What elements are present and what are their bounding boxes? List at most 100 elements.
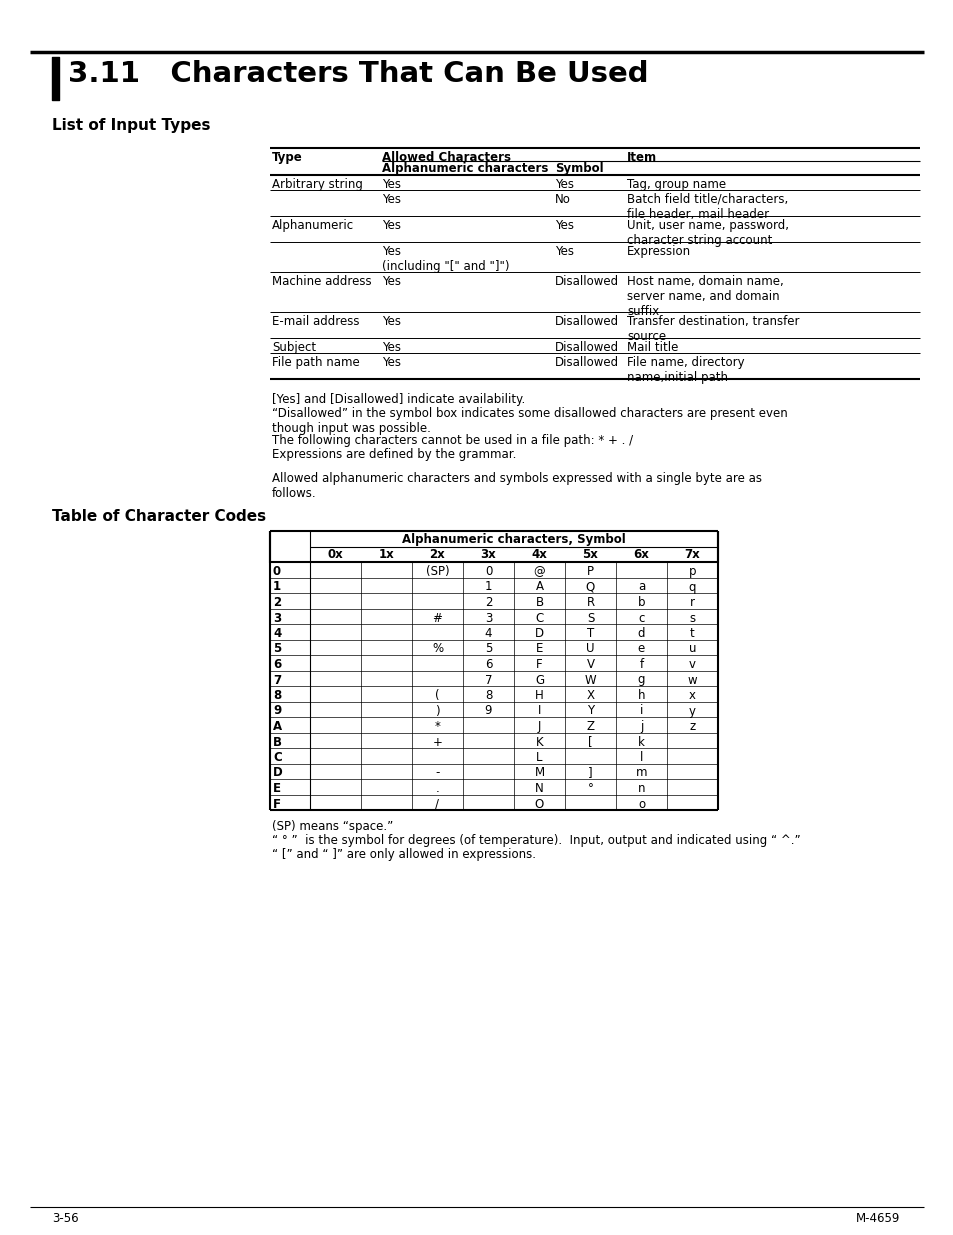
Text: Disallowed: Disallowed xyxy=(555,315,618,329)
Text: 9: 9 xyxy=(484,704,492,718)
Text: Alphanumeric characters, Symbol: Alphanumeric characters, Symbol xyxy=(402,534,625,546)
Text: l: l xyxy=(639,751,642,764)
Text: O: O xyxy=(535,798,543,810)
Text: L: L xyxy=(536,751,542,764)
Text: 7x: 7x xyxy=(684,548,700,562)
Text: f: f xyxy=(639,658,643,671)
Text: T: T xyxy=(586,627,594,640)
Text: M: M xyxy=(534,767,544,779)
Text: File path name: File path name xyxy=(272,356,359,369)
Text: Symbol: Symbol xyxy=(555,162,603,175)
Text: Expression: Expression xyxy=(626,245,690,258)
Text: 7: 7 xyxy=(484,673,492,687)
Text: List of Input Types: List of Input Types xyxy=(52,119,211,133)
Text: Yes: Yes xyxy=(381,275,400,288)
Text: Yes
(including "[" and "]"): Yes (including "[" and "]") xyxy=(381,245,509,273)
Text: .: . xyxy=(436,782,439,795)
Text: 0x: 0x xyxy=(327,548,343,562)
Text: @: @ xyxy=(533,564,545,578)
Text: B: B xyxy=(273,736,282,748)
Text: z: z xyxy=(689,720,695,734)
Text: Yes: Yes xyxy=(381,178,400,191)
Text: Yes: Yes xyxy=(381,219,400,232)
Text: P: P xyxy=(586,564,594,578)
Text: Yes: Yes xyxy=(381,356,400,369)
Text: t: t xyxy=(689,627,694,640)
Text: Yes: Yes xyxy=(381,341,400,354)
Text: I: I xyxy=(537,704,540,718)
Text: 9: 9 xyxy=(273,704,281,718)
Text: 6: 6 xyxy=(484,658,492,671)
Text: Host name, domain name,
server name, and domain
suffix: Host name, domain name, server name, and… xyxy=(626,275,783,317)
Text: File name, directory
name,initial path: File name, directory name,initial path xyxy=(626,356,744,384)
Text: 7: 7 xyxy=(273,673,281,687)
Text: Unit, user name, password,
character string account: Unit, user name, password, character str… xyxy=(626,219,788,247)
Text: (SP) means “space.”: (SP) means “space.” xyxy=(272,820,393,832)
Text: Expressions are defined by the grammar.: Expressions are defined by the grammar. xyxy=(272,448,516,461)
Text: _: _ xyxy=(587,798,593,810)
Text: 5: 5 xyxy=(484,642,492,656)
Text: Alphanumeric characters: Alphanumeric characters xyxy=(381,162,548,175)
Text: X: X xyxy=(586,689,594,701)
Text: o: o xyxy=(638,798,644,810)
Text: 1x: 1x xyxy=(378,548,394,562)
Text: 1: 1 xyxy=(273,580,281,594)
Text: m: m xyxy=(635,767,646,779)
Text: 2x: 2x xyxy=(429,548,445,562)
Text: Disallowed: Disallowed xyxy=(555,275,618,288)
Text: %: % xyxy=(432,642,442,656)
Text: i: i xyxy=(639,704,642,718)
Text: N: N xyxy=(535,782,543,795)
Text: Yes: Yes xyxy=(381,193,400,206)
Text: Table of Character Codes: Table of Character Codes xyxy=(52,509,266,524)
Text: [: [ xyxy=(588,736,592,748)
Text: [Yes] and [Disallowed] indicate availability.: [Yes] and [Disallowed] indicate availabi… xyxy=(272,393,525,406)
Text: Yes: Yes xyxy=(555,245,574,258)
Text: n: n xyxy=(638,782,644,795)
Text: y: y xyxy=(688,704,696,718)
Text: -: - xyxy=(435,767,439,779)
Text: (SP): (SP) xyxy=(425,564,449,578)
Text: The following characters cannot be used in a file path: * + . /: The following characters cannot be used … xyxy=(272,433,633,447)
Text: 3.11   Characters That Can Be Used: 3.11 Characters That Can Be Used xyxy=(68,61,648,88)
Text: 6x: 6x xyxy=(633,548,649,562)
Text: c: c xyxy=(638,611,644,625)
Text: Yes: Yes xyxy=(381,315,400,329)
Text: 2: 2 xyxy=(273,597,281,609)
Text: 0: 0 xyxy=(273,564,281,578)
Text: C: C xyxy=(535,611,543,625)
Text: q: q xyxy=(688,580,696,594)
Text: Arbitrary string: Arbitrary string xyxy=(272,178,362,191)
Text: W: W xyxy=(584,673,596,687)
Text: #: # xyxy=(432,611,442,625)
Text: Y: Y xyxy=(586,704,594,718)
Text: 3-56: 3-56 xyxy=(52,1212,78,1225)
Text: a: a xyxy=(638,580,644,594)
Text: s: s xyxy=(689,611,695,625)
Text: E: E xyxy=(536,642,542,656)
Text: 8: 8 xyxy=(484,689,492,701)
Text: Batch field title/characters,
file header, mail header: Batch field title/characters, file heade… xyxy=(626,193,787,221)
Text: “ [” and “ ]” are only allowed in expressions.: “ [” and “ ]” are only allowed in expres… xyxy=(272,848,536,861)
Text: Tag, group name: Tag, group name xyxy=(626,178,725,191)
Text: b: b xyxy=(638,597,644,609)
Text: Mail title: Mail title xyxy=(626,341,678,354)
Text: /: / xyxy=(435,798,439,810)
Text: v: v xyxy=(688,658,696,671)
Text: A: A xyxy=(273,720,282,734)
Text: K: K xyxy=(536,736,543,748)
Text: Disallowed: Disallowed xyxy=(555,341,618,354)
Text: u: u xyxy=(688,642,696,656)
Text: Allowed Characters: Allowed Characters xyxy=(381,151,511,164)
Text: +: + xyxy=(432,736,442,748)
Text: Allowed alphanumeric characters and symbols expressed with a single byte are as
: Allowed alphanumeric characters and symb… xyxy=(272,472,761,500)
Text: 3: 3 xyxy=(484,611,492,625)
Text: 0: 0 xyxy=(484,564,492,578)
Text: h: h xyxy=(638,689,644,701)
Text: Type: Type xyxy=(272,151,302,164)
Text: Transfer destination, transfer
source: Transfer destination, transfer source xyxy=(626,315,799,343)
Text: “ ° ”  is the symbol for degrees (of temperature).  Input, output and indicated : “ ° ” is the symbol for degrees (of temp… xyxy=(272,834,800,847)
Text: Yes: Yes xyxy=(555,219,574,232)
Text: F: F xyxy=(536,658,542,671)
Text: Q: Q xyxy=(585,580,595,594)
